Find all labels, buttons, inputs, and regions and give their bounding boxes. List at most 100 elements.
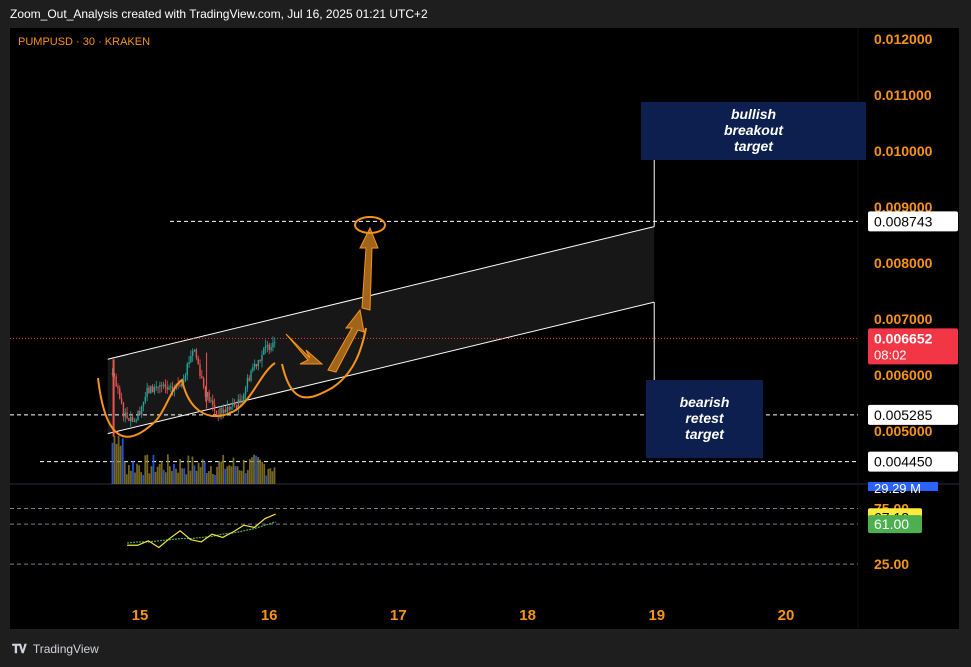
volume-bar bbox=[191, 456, 194, 484]
volume-bar bbox=[273, 467, 276, 484]
symbol-label: PUMPUSD · 30 · KRAKEN bbox=[18, 36, 150, 48]
candle-body bbox=[115, 376, 117, 387]
x-tick-label: 15 bbox=[132, 607, 149, 624]
candle-body bbox=[266, 344, 269, 347]
x-tick-label: 16 bbox=[261, 607, 278, 624]
volume-bar bbox=[169, 466, 171, 484]
candle-body bbox=[117, 386, 119, 389]
volume-bar bbox=[253, 454, 255, 484]
candle-body bbox=[137, 411, 139, 420]
volume-bar bbox=[185, 474, 188, 484]
candle-body bbox=[272, 342, 274, 348]
candle-body bbox=[206, 392, 208, 397]
candle-body bbox=[212, 400, 214, 405]
candle-body bbox=[261, 354, 263, 361]
candle-body bbox=[131, 416, 134, 422]
volume-bar bbox=[134, 472, 136, 484]
candle-body bbox=[248, 378, 250, 381]
candle-body bbox=[157, 386, 159, 388]
candle-body bbox=[255, 363, 258, 367]
candle-body bbox=[250, 370, 252, 381]
y-tick-label: 0.010000 bbox=[874, 143, 933, 159]
price-label-value: 0.006652 bbox=[874, 330, 933, 346]
volume-bar bbox=[132, 461, 134, 484]
candle-body bbox=[146, 387, 148, 397]
volume-bar bbox=[248, 459, 251, 484]
candle-body bbox=[192, 351, 194, 356]
bullish-target-box bbox=[641, 102, 866, 160]
annotation-line: bearish bbox=[680, 394, 730, 410]
volume-bar bbox=[263, 463, 266, 484]
price-label-box bbox=[868, 211, 958, 232]
candle-body bbox=[213, 404, 216, 411]
candle-body bbox=[215, 410, 218, 415]
candle-body bbox=[111, 373, 114, 375]
bearish-target-text: bearish retest target bbox=[680, 394, 730, 442]
candle-body bbox=[237, 399, 239, 409]
volume-bar bbox=[144, 455, 147, 484]
candle-body bbox=[239, 399, 241, 403]
volume-bar bbox=[238, 470, 241, 484]
volume-bar bbox=[127, 465, 130, 484]
candle-body bbox=[181, 383, 183, 386]
candle-body bbox=[126, 412, 128, 419]
volume-bar bbox=[189, 470, 192, 484]
tradingview-logo-icon: 𝐓𝐕 bbox=[12, 642, 27, 656]
chart-area[interactable]: bullish breakout target bearish retest target… bbox=[10, 28, 959, 629]
price-label-box bbox=[868, 451, 958, 472]
volume-bar bbox=[244, 473, 247, 484]
volume-bar bbox=[117, 436, 120, 484]
candle-body bbox=[228, 406, 230, 410]
volume-bar bbox=[140, 472, 143, 484]
candle-body bbox=[164, 384, 167, 388]
up-arrow bbox=[327, 308, 365, 373]
rsi-label-box bbox=[868, 515, 922, 534]
candle-body bbox=[153, 387, 156, 393]
volume-bar bbox=[232, 457, 235, 484]
volume-bar bbox=[173, 463, 175, 484]
candle-body bbox=[199, 364, 201, 376]
annotation-line: target bbox=[685, 426, 725, 442]
volume-label-value: 29.29 M bbox=[874, 481, 921, 496]
cup-handle-curve bbox=[97, 362, 276, 438]
volume-bar bbox=[240, 470, 243, 484]
candle-body bbox=[243, 394, 245, 402]
volume-bar bbox=[150, 466, 153, 484]
volume-bar bbox=[234, 466, 237, 484]
candle-body bbox=[139, 411, 141, 415]
tradingview-brand[interactable]: 𝐓𝐕 TradingView bbox=[12, 642, 99, 657]
volume-bar bbox=[113, 436, 116, 484]
x-tick-label: 17 bbox=[390, 607, 407, 624]
rsi-label-value: 61.00 bbox=[874, 516, 909, 532]
candle-body bbox=[133, 421, 136, 423]
candle-body bbox=[224, 409, 227, 413]
candle-body bbox=[264, 346, 267, 348]
volume-bar bbox=[222, 454, 225, 484]
candle-body bbox=[208, 392, 210, 402]
volume-bar bbox=[236, 466, 239, 484]
candle-body bbox=[166, 387, 168, 390]
volume-bar bbox=[269, 468, 272, 484]
brand-label: TradingView bbox=[32, 642, 99, 656]
volume-bar bbox=[212, 474, 214, 484]
down-arrow bbox=[285, 333, 324, 365]
candle-body bbox=[201, 375, 203, 379]
candle-body bbox=[268, 344, 270, 350]
x-tick-label: 20 bbox=[778, 607, 795, 624]
bearish-target-box bbox=[646, 380, 763, 458]
y-tick-label: 0.007000 bbox=[874, 311, 933, 327]
volume-bar bbox=[177, 472, 179, 484]
candle-body bbox=[233, 403, 236, 406]
candle-body bbox=[230, 406, 232, 410]
volume-bar bbox=[166, 454, 169, 484]
volume-bar bbox=[164, 472, 167, 484]
channel-lower-line bbox=[107, 301, 655, 435]
price-label-value: 0.008743 bbox=[874, 213, 933, 229]
candle-body bbox=[221, 407, 223, 414]
volume-bar bbox=[216, 466, 218, 484]
volume-bar bbox=[205, 473, 208, 484]
volume-bar bbox=[136, 463, 138, 484]
volume-bar bbox=[242, 459, 245, 484]
price-label-countdown: 08:02 bbox=[874, 347, 907, 362]
